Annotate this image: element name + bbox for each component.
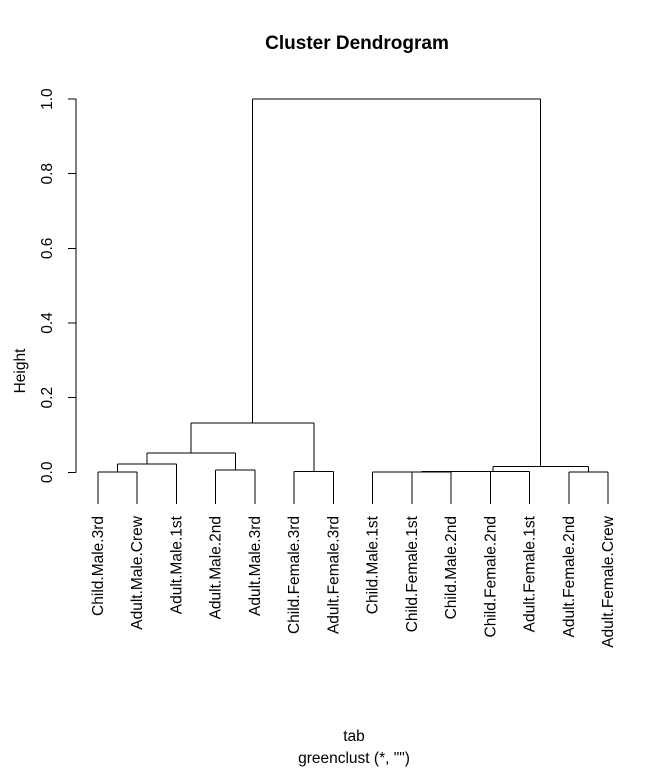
leaf-label: Adult.Male.2nd bbox=[208, 516, 225, 619]
y-axis: 0.0 0.2 0.4 0.6 0.8 1.0 bbox=[39, 88, 77, 483]
y-tick-label: 0.0 bbox=[39, 461, 56, 483]
leaf-label: Adult.Male.1st bbox=[168, 515, 185, 614]
leaf-label: Adult.Male.3rd bbox=[247, 516, 264, 616]
leaf-label: Adult.Female.1st bbox=[522, 515, 539, 632]
leaf-label: Adult.Male.Crew bbox=[129, 515, 146, 630]
x-axis-label: tab bbox=[343, 728, 365, 745]
leaf-label: Child.Female.1st bbox=[404, 515, 421, 632]
leaf-label: Child.Female.2nd bbox=[482, 516, 499, 637]
plot-subtitle: greenclust (*, "") bbox=[298, 750, 410, 767]
leaf-label: Child.Male.3rd bbox=[90, 516, 107, 616]
y-tick-label: 0.2 bbox=[39, 387, 56, 409]
leaf-label: Adult.Female.3rd bbox=[325, 516, 342, 634]
leaf-label: Adult.Female.2nd bbox=[561, 516, 578, 638]
y-tick-label: 0.6 bbox=[39, 238, 56, 260]
leaf-label: Adult.Female.Crew bbox=[600, 515, 617, 648]
leaf-labels: Child.Male.3rd Adult.Male.Crew Adult.Male.… bbox=[90, 515, 617, 648]
y-tick-label: 0.4 bbox=[39, 312, 56, 334]
leaf-label: Child.Female.3rd bbox=[286, 516, 303, 634]
plot-title: Cluster Dendrogram bbox=[265, 33, 449, 54]
y-axis-title: Height bbox=[12, 348, 29, 393]
y-tick-label: 0.8 bbox=[39, 163, 56, 185]
y-tick-label: 1.0 bbox=[39, 88, 56, 110]
dendrogram-tree bbox=[97, 98, 609, 504]
leaf-label: Child.Male.1st bbox=[365, 515, 382, 614]
leaf-label: Child.Male.2nd bbox=[443, 516, 460, 619]
